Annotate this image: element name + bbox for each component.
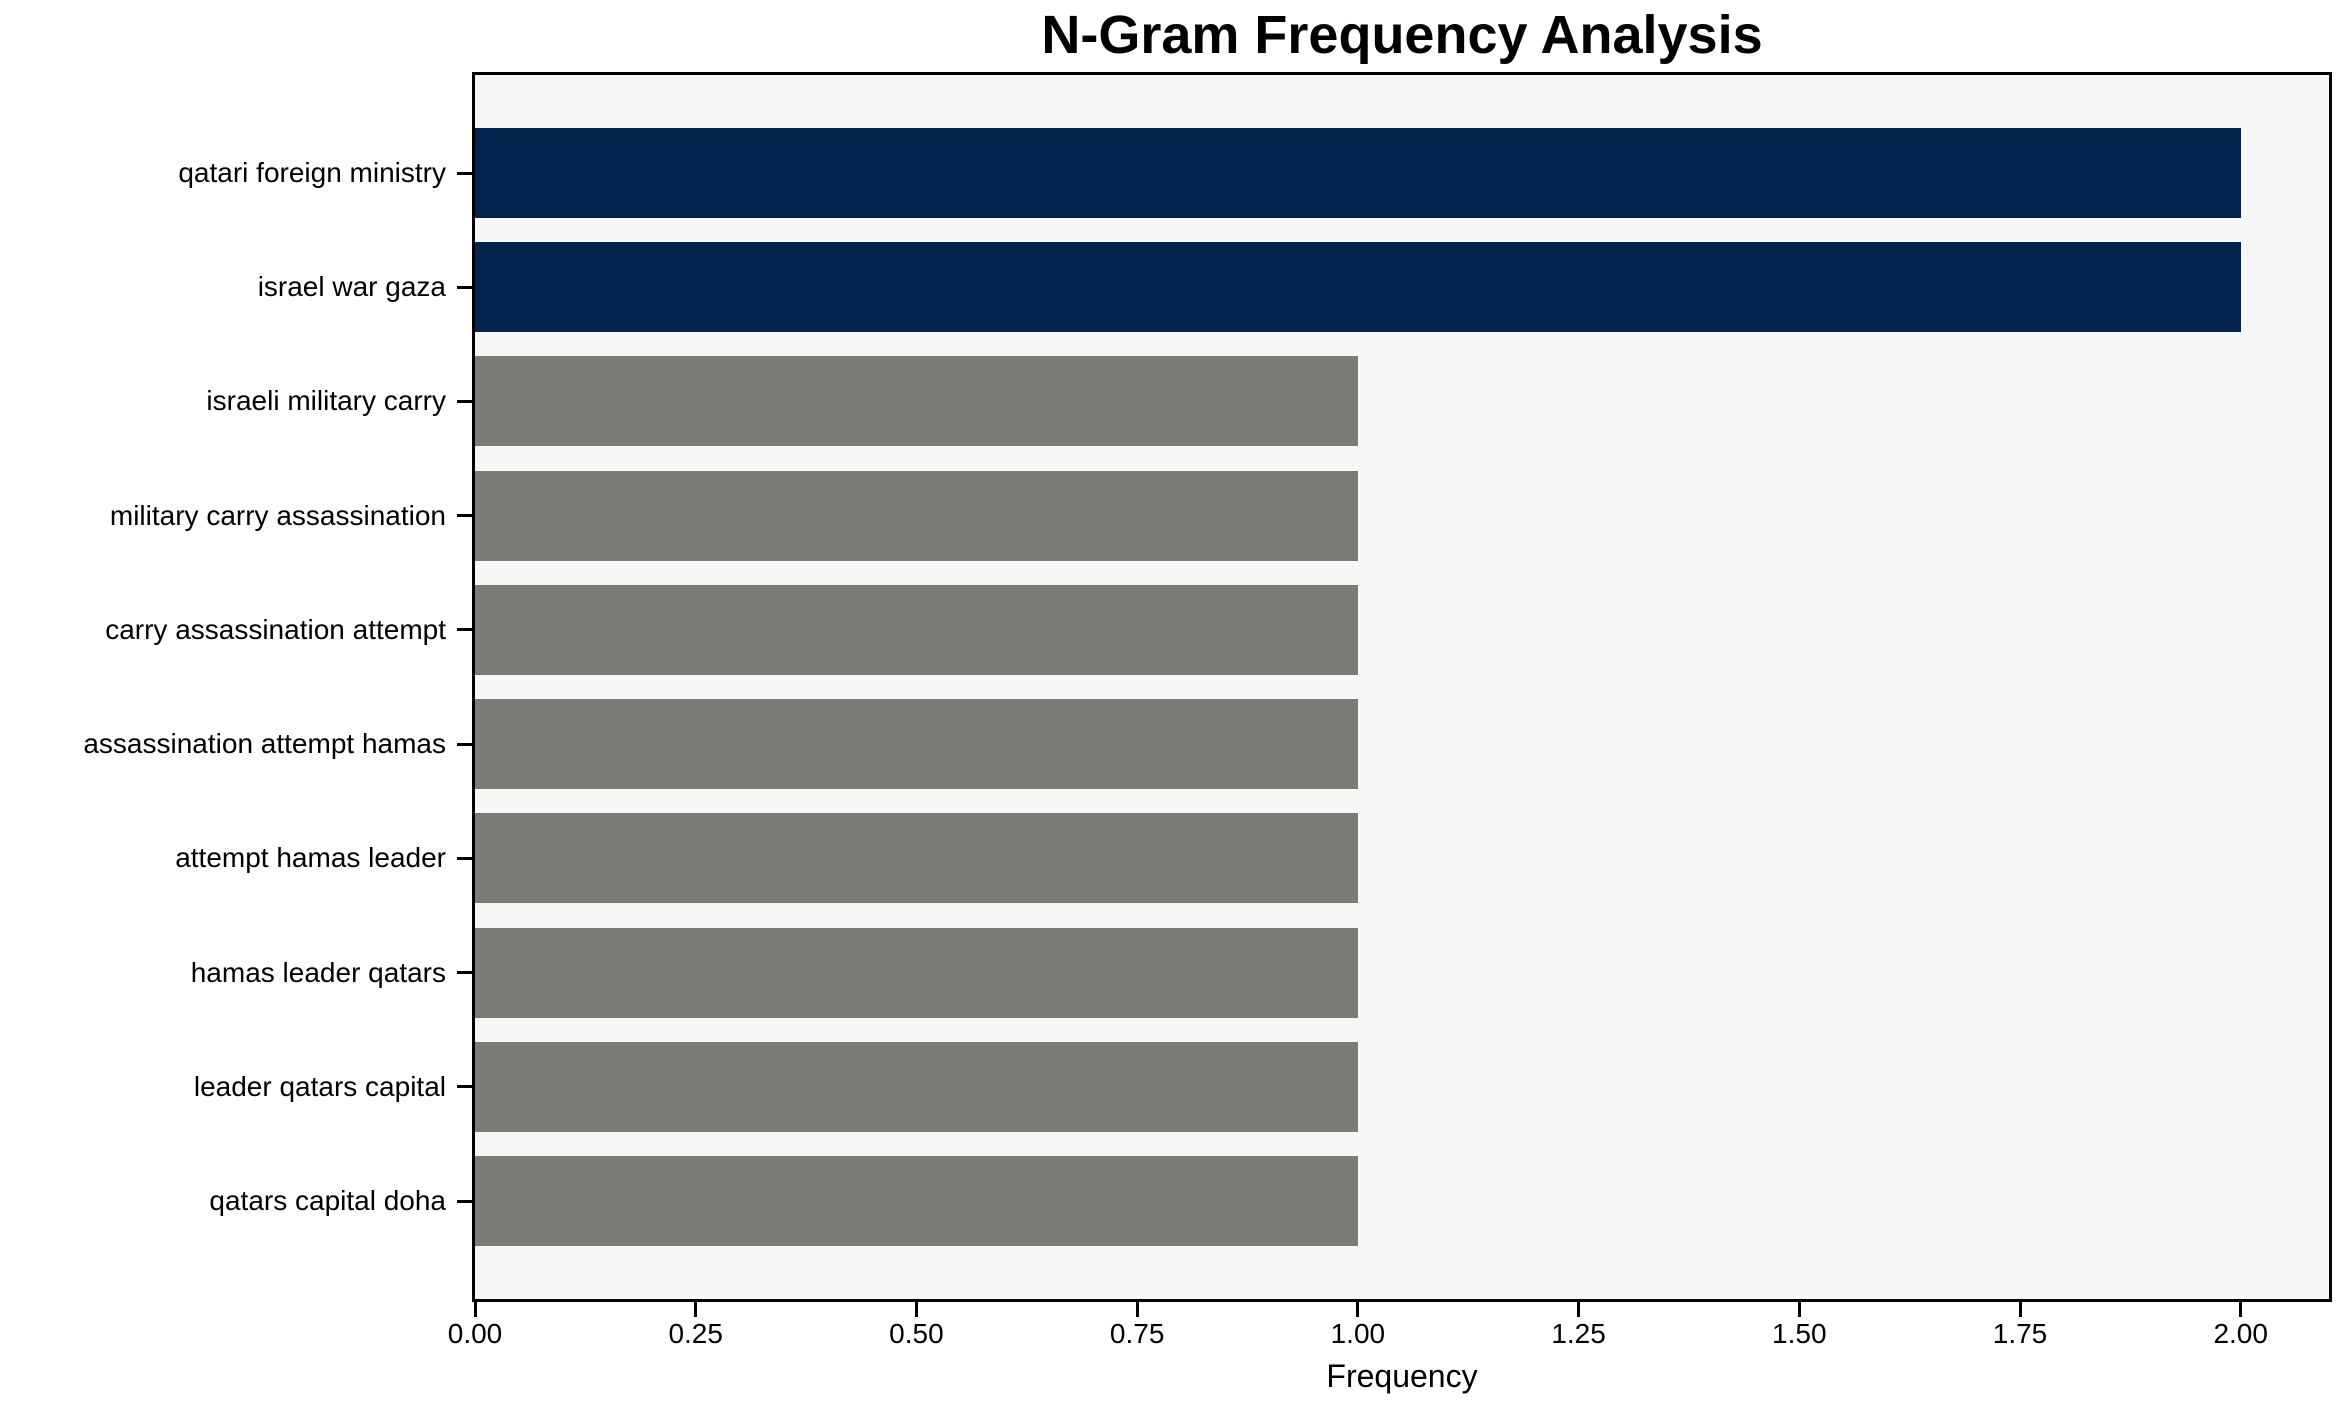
bar-hamas-leader-qatars [475,927,1358,1018]
x-tick-label-0.75: 0.75 [1109,1318,1165,1349]
y-tick-mark [457,628,472,632]
x-tick-mark [1356,1302,1360,1317]
bar-israel-war-gaza [475,242,2241,333]
y-tick-label-israel-war-gaza: israel war gaza [257,271,446,303]
x-tick-mark [1577,1302,1581,1317]
y-tick-mark [457,856,472,860]
bar-attempt-hamas-leader [475,813,1358,904]
bar-qatars-capital-doha [475,1156,1358,1246]
x-tick-label-0.00: 0.00 [447,1318,503,1349]
x-axis-label: Frequency [1326,1358,1478,1394]
bar-leader-qatars-capital [475,1041,1358,1132]
y-tick-label-carry-assassination-attempt: carry assassination attempt [105,613,446,645]
y-tick-label-qatars-capital-doha: qatars capital doha [209,1185,446,1216]
y-tick-label-military-carry-assassination: military carry assassination [109,499,446,531]
bar-military-carry-assassination [475,470,1358,561]
y-tick-mark [457,514,472,518]
y-tick-label-assassination-attempt-hamas: assassination attempt hamas [83,728,446,760]
bar-israeli-military-carry [475,356,1358,447]
y-tick-mark [457,742,472,746]
y-tick-mark [457,399,472,403]
bar-assassination-attempt-hamas [475,699,1358,790]
x-tick-mark [473,1302,477,1317]
y-tick-label-hamas-leader-qatars: hamas leader qatars [190,956,446,988]
y-tick-label-attempt-hamas-leader: attempt hamas leader [175,842,446,874]
x-tick-mark [1797,1302,1801,1317]
x-tick-label-1.25: 1.25 [1551,1318,1606,1349]
y-tick-label-qatari-foreign-ministry: qatari foreign ministry [178,157,446,188]
x-tick-mark [2239,1302,2243,1317]
x-tick-label-1.00: 1.00 [1330,1318,1386,1349]
x-tick-label-1.50: 1.50 [1772,1318,1827,1349]
x-tick-label-2.00: 2.00 [2213,1318,2268,1349]
chart-title: N-Gram Frequency Analysis [1041,5,1763,65]
x-tick-mark [694,1302,698,1317]
y-tick-mark [457,285,472,289]
x-tick-label-0.25: 0.25 [668,1318,723,1349]
x-tick-mark [914,1302,918,1317]
plot-area [472,72,2332,1302]
bar-qatari-foreign-ministry [475,128,2241,218]
bar-carry-assassination-attempt [475,584,1358,675]
y-tick-label-leader-qatars-capital: leader qatars capital [193,1070,446,1102]
x-tick-label-0.50: 0.50 [889,1318,944,1349]
y-tick-mark [457,971,472,975]
x-tick-mark [2018,1302,2022,1317]
x-tick-label-1.75: 1.75 [1992,1318,2048,1349]
y-tick-mark [457,1199,472,1203]
y-tick-mark [457,1085,472,1089]
y-tick-mark [457,171,472,175]
x-tick-mark [1135,1302,1139,1317]
y-tick-label-israeli-military-carry: israeli military carry [206,385,446,417]
